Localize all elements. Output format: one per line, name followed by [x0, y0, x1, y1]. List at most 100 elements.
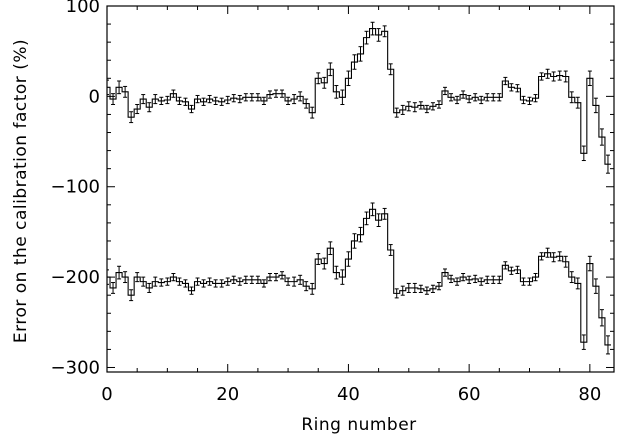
series-1-point: [159, 96, 164, 106]
series-2-point: [605, 335, 610, 355]
series-1-point: [515, 84, 520, 93]
x-tick-label: 20: [216, 384, 239, 405]
x-tick-label: 0: [101, 384, 112, 405]
series-2-point: [455, 277, 460, 286]
series-1-point: [237, 94, 242, 104]
series-2-point: [340, 269, 345, 285]
series-1-point: [213, 96, 218, 106]
series-1-point: [310, 106, 315, 119]
series-1-point: [521, 95, 526, 105]
series-2-point: [334, 265, 339, 280]
series-1-point: [183, 97, 188, 106]
series-1-point: [593, 97, 598, 114]
series-1-point: [129, 111, 134, 124]
series-2-point: [587, 255, 592, 272]
series-2-point: [575, 277, 580, 290]
series-2-point: [292, 276, 297, 287]
series-1-point: [527, 96, 532, 106]
series-2-point: [370, 202, 375, 217]
series-1-point: [231, 94, 236, 103]
series-1-point: [135, 104, 140, 115]
series-2-point: [298, 274, 303, 285]
series-2-point: [545, 247, 550, 258]
series-1-point: [304, 98, 309, 109]
series-2-point: [261, 279, 266, 288]
series-1-point: [557, 70, 562, 81]
series-1-point: [412, 102, 417, 113]
series-1-point: [117, 80, 122, 95]
series-1-step-line: [107, 28, 611, 165]
series-2-point: [364, 211, 369, 226]
series-1-point: [455, 95, 460, 105]
series-2-point: [485, 275, 490, 284]
series-1-point: [107, 79, 109, 96]
series-2-point: [322, 257, 327, 270]
series-1-point: [599, 128, 604, 146]
series-2-point: [177, 277, 182, 286]
series-1-point: [255, 93, 260, 102]
series-2-point: [412, 282, 417, 293]
series-1-point: [292, 94, 297, 105]
y-axis-label: Error on the calibration factor (%): [11, 39, 31, 343]
y-tick-label: 0: [89, 86, 100, 107]
series-1-point: [195, 94, 200, 104]
series-2-point: [304, 281, 309, 292]
series-2-point: [189, 286, 194, 295]
series-1-point: [388, 63, 393, 76]
series-1-point: [334, 85, 339, 99]
series-1-point: [382, 25, 387, 38]
series-2-point: [479, 277, 484, 286]
series-2-point: [551, 252, 556, 263]
series-1-point: [171, 89, 176, 98]
series-2-step-line: [107, 208, 611, 346]
series-2-point: [153, 276, 158, 287]
series-2-point: [249, 275, 254, 284]
series-2-point: [382, 207, 387, 220]
x-axis-label: Ring number: [301, 415, 416, 435]
series-2-point: [123, 271, 128, 284]
series-1-point: [147, 102, 152, 113]
series-1-point: [225, 95, 230, 105]
series-1-point: [497, 93, 502, 102]
series-1-point: [587, 70, 592, 87]
series-2-point: [539, 252, 544, 261]
series-1-point: [479, 95, 484, 105]
series-2-point: [165, 277, 170, 286]
series-1-point: [177, 96, 182, 106]
series-1-point: [322, 76, 327, 89]
series-2-point: [171, 272, 176, 282]
series-1-point: [533, 94, 538, 103]
series-2-point: [418, 284, 423, 293]
series-1-point: [418, 101, 423, 110]
series-1-point: [436, 100, 441, 109]
series-1-point: [261, 96, 266, 106]
series-2-point: [328, 241, 333, 256]
series-1-point: [286, 96, 291, 106]
series-2-point: [436, 282, 441, 291]
series-2-point: [527, 277, 532, 286]
series-2-point: [243, 275, 248, 284]
y-tick-label: 100: [66, 0, 100, 17]
series-2-point: [569, 271, 574, 284]
series-1-point: [545, 68, 550, 79]
series-2-point: [352, 233, 357, 249]
series-2-point: [593, 278, 598, 294]
series-2-point: [231, 275, 236, 284]
series-1-point: [243, 93, 248, 102]
plot-area: 0 20 40 60 80 100 0 −100 −200 −300: [51, 0, 615, 405]
series-1-point: [298, 91, 303, 102]
series-2-point: [135, 272, 140, 283]
series-2-point: [117, 265, 122, 280]
series-1-point: [201, 97, 206, 106]
series-2-point: [509, 266, 514, 275]
series-1-point: [280, 89, 285, 98]
series-1-point: [189, 104, 194, 114]
series-1-point: [605, 154, 610, 174]
series-2-point: [310, 282, 315, 295]
series-2-point: [255, 275, 260, 284]
plot-frame: [106, 5, 615, 373]
x-tick-label: 60: [458, 384, 481, 405]
series-1-point: [358, 46, 363, 62]
